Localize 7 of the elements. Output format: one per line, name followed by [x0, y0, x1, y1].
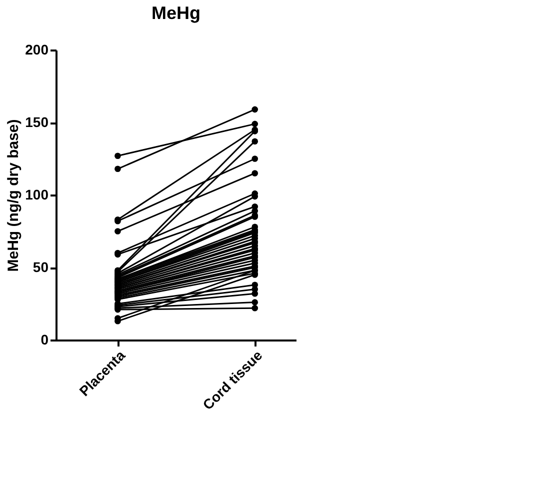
y-tick-label: 150 [25, 114, 49, 130]
y-tick-label: 50 [32, 259, 49, 275]
chart-title: MeHg [152, 3, 200, 23]
y-axis-title: MeHg (ng/g dry base) [5, 119, 22, 272]
y-tick-label: 100 [25, 186, 49, 202]
y-tick-label: 0 [40, 332, 49, 348]
y-tick-label: 200 [25, 42, 49, 58]
